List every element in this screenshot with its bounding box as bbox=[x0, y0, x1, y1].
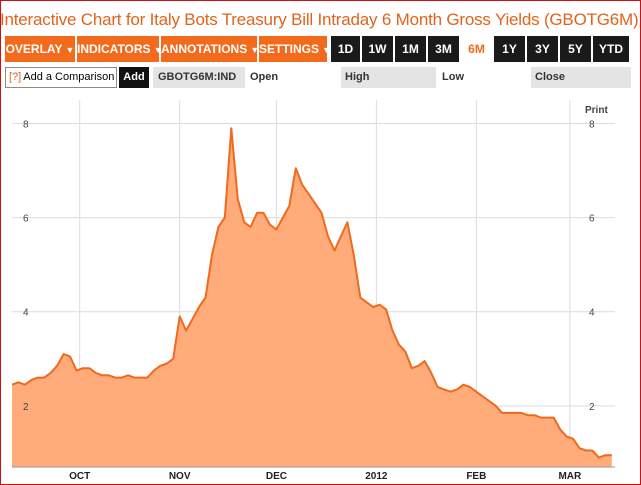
x-tick-label: DEC bbox=[266, 471, 287, 480]
yield-chart: 2 2 4 4 6 6 8 8 OCT NOV DEC 2012 FEB MAR bbox=[11, 100, 615, 480]
open-label: Open bbox=[250, 71, 279, 83]
low-label: Low bbox=[442, 71, 464, 83]
y-tick-label-left: 4 bbox=[23, 308, 29, 319]
y-tick-label-right: 2 bbox=[589, 402, 595, 413]
high-label: High bbox=[345, 71, 370, 83]
range-1d-button[interactable]: 1D bbox=[331, 36, 360, 62]
close-field bbox=[531, 67, 631, 88]
x-tick-label: OCT bbox=[69, 471, 90, 480]
comparison-placeholder: Add a Comparison bbox=[23, 71, 115, 83]
range-3m-button[interactable]: 3M bbox=[428, 36, 459, 62]
range-6m-button[interactable]: 6M bbox=[461, 36, 492, 62]
comparison-input[interactable]: [?] Add a Comparison bbox=[5, 67, 117, 88]
y-tick-label-right: 4 bbox=[589, 308, 595, 319]
page-title: Interactive Chart for Italy Bots Treasur… bbox=[0, 10, 639, 29]
close-value bbox=[570, 67, 625, 88]
open-value bbox=[285, 67, 335, 88]
range-1y-button[interactable]: 1Y bbox=[494, 36, 525, 62]
y-tick-label-right: 6 bbox=[589, 214, 595, 225]
series-area bbox=[12, 128, 612, 467]
range-1m-button[interactable]: 1M bbox=[395, 36, 426, 62]
chevron-down-icon: ▼ bbox=[250, 45, 260, 55]
help-icon[interactable]: [?] bbox=[9, 71, 22, 83]
chevron-down-icon: ▼ bbox=[65, 45, 75, 55]
overlay-menu-button[interactable]: OVERLAY ▼ bbox=[5, 36, 75, 62]
y-tick-label-left: 6 bbox=[23, 214, 29, 225]
ticker-symbol: GBOTG6M:IND bbox=[153, 67, 245, 88]
x-tick-label: 2012 bbox=[365, 471, 388, 480]
y-tick-label-left: 2 bbox=[23, 402, 29, 413]
indicators-menu-button[interactable]: INDICATORS ▼ bbox=[77, 36, 162, 62]
close-label: Close bbox=[535, 71, 565, 83]
settings-menu-button[interactable]: SETTINGS ▼ bbox=[259, 36, 331, 62]
x-tick-label: NOV bbox=[169, 471, 191, 480]
x-tick-label: MAR bbox=[558, 471, 582, 480]
range-1w-button[interactable]: 1W bbox=[362, 36, 393, 62]
series-line bbox=[11, 127, 612, 459]
x-tick-label: FEB bbox=[466, 471, 486, 480]
low-value bbox=[470, 67, 525, 88]
chevron-down-icon: ▼ bbox=[322, 45, 331, 55]
range-ytd-button[interactable]: YTD bbox=[593, 36, 629, 62]
add-comparison-button[interactable]: Add bbox=[119, 67, 149, 88]
high-field bbox=[341, 67, 436, 88]
y-tick-label-left: 8 bbox=[23, 120, 29, 131]
range-5y-button[interactable]: 5Y bbox=[560, 36, 591, 62]
print-link[interactable]: Print bbox=[585, 105, 608, 116]
annotations-menu-button[interactable]: ANNOTATIONS ▼ bbox=[161, 36, 260, 62]
y-tick-label-right: 8 bbox=[589, 120, 595, 131]
chevron-down-icon: ▼ bbox=[153, 45, 163, 55]
range-3y-button[interactable]: 3Y bbox=[527, 36, 558, 62]
high-value bbox=[377, 67, 432, 88]
